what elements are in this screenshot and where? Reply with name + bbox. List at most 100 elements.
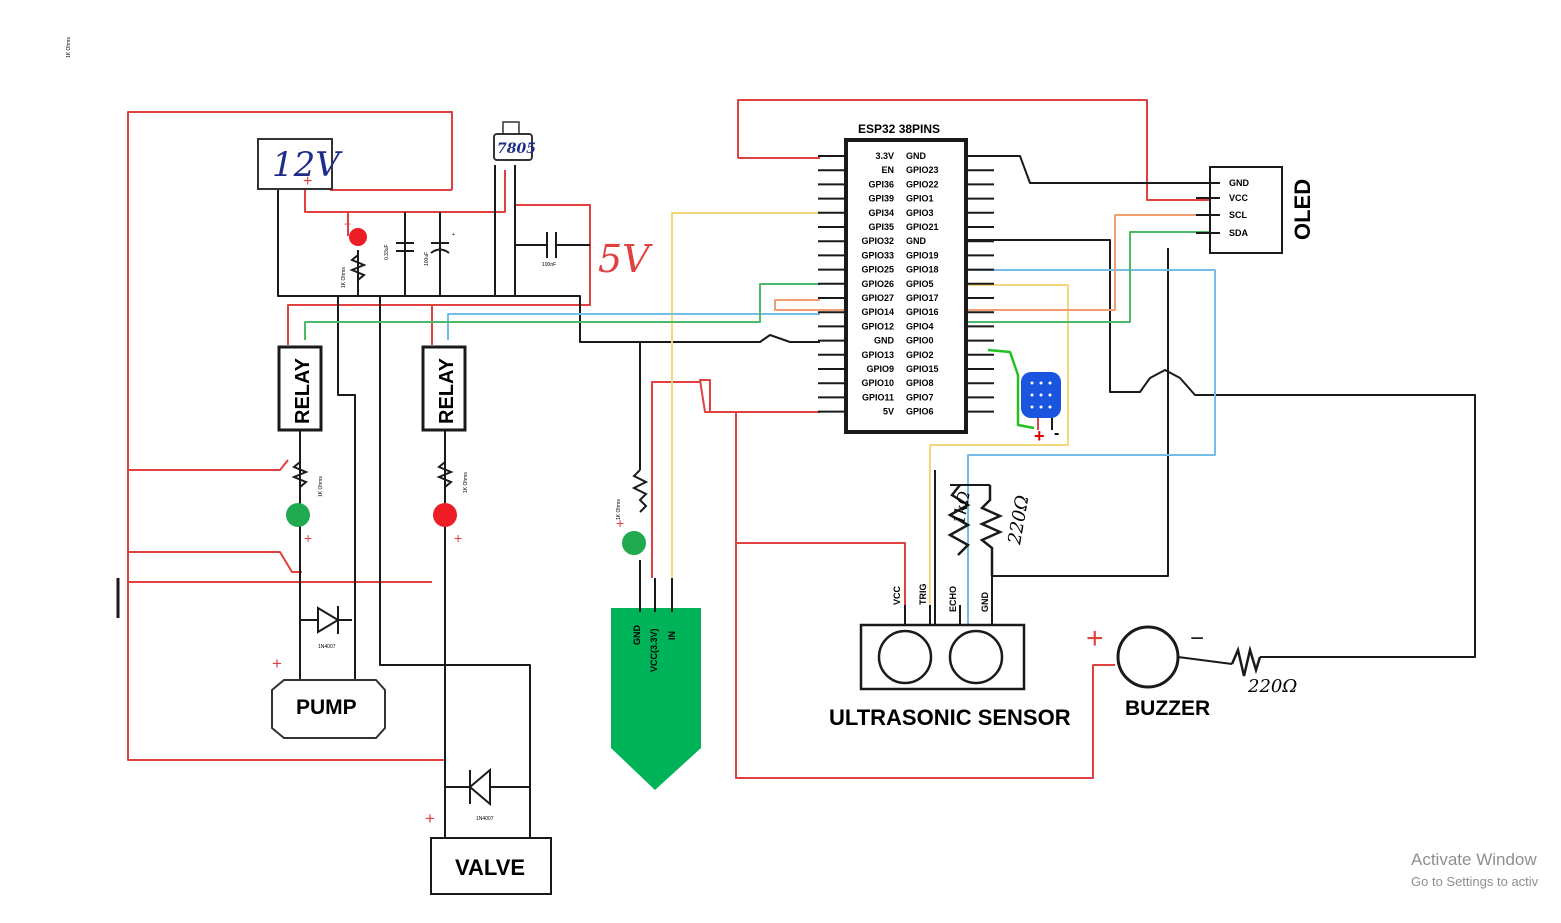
esp32-left-pin-label: GPIO9 [866, 364, 894, 374]
esp32-right-pin-label: GND [906, 236, 927, 246]
power-supply-12v: 12V + [257, 138, 343, 190]
oled-pin-label: SCL [1229, 210, 1248, 220]
esp32-right-pin-label: GPIO17 [906, 293, 939, 303]
ultrasonic-sensor: VCC TRIG ECHO GND ULTRASONIC SENSOR [829, 584, 1071, 731]
dht-minus: - [1054, 425, 1059, 442]
relay-2-red-led [433, 503, 457, 527]
soil-resistor [631, 469, 649, 513]
relay-2-resistor-label: 1K Ohms [463, 472, 469, 493]
svg-text:+: + [344, 217, 351, 231]
esp32-left-pin-label: GPIO27 [861, 293, 894, 303]
res-220-label: 220Ω [1004, 494, 1033, 547]
esp32-left-pin-label: GPIO12 [861, 321, 894, 331]
esp32-left-pin-label: GPIO13 [861, 350, 894, 360]
esp32-left-pin-label: GPIO33 [861, 250, 894, 260]
diode-pump [300, 606, 352, 634]
relay-1-green-led [286, 503, 310, 527]
pump: PUMP [271, 679, 386, 739]
dht-data-wire [987, 348, 1035, 430]
esp32-left-pin-label: GPIO26 [861, 279, 894, 289]
echo-divider: 1kΩ 220Ω [947, 484, 1033, 576]
svg-text:+: + [425, 809, 435, 828]
esp32-right-pin-label: GPIO4 [906, 321, 934, 331]
esp32-right-pin-label: GPIO6 [906, 407, 934, 417]
esp32-left-pin-label: GPI34 [868, 208, 894, 218]
pump-label: PUMP [296, 696, 357, 719]
supply-red-led [349, 228, 367, 246]
esp32-left-pin-label: EN [881, 165, 894, 175]
us-pin-trig: TRIG [918, 584, 928, 606]
cap1-label: 0.33uF [384, 244, 390, 260]
dht-plus: + [1034, 426, 1045, 446]
watermark-line2: Go to Settings to activ [1411, 874, 1539, 889]
oled-pin-label: SDA [1229, 228, 1249, 238]
black-wires [277, 155, 1476, 850]
esp32-right-pin-label: GPIO15 [906, 364, 939, 374]
relay-1-resistor [291, 461, 309, 488]
esp32-left-pin-label: GPIO25 [861, 265, 894, 275]
corner-label: 1K Ohms [66, 37, 72, 58]
relay-2: RELAY [421, 345, 467, 432]
esp32-title: ESP32 38PINS [858, 122, 940, 136]
oled-pin-label: VCC [1229, 193, 1249, 203]
us-transducer-right [948, 629, 1004, 685]
relay-2-label: RELAY [436, 357, 458, 424]
buzzer-plus: + [1086, 622, 1104, 655]
svg-text:+: + [304, 530, 312, 546]
supply-label: 12V [272, 145, 343, 185]
us-pin-vcc: VCC [892, 585, 902, 605]
us-pin-gnd: GND [980, 592, 990, 613]
esp32-right-pin-label: GPIO5 [906, 279, 934, 289]
wires [127, 99, 1476, 850]
buzzer-resistor [1230, 645, 1262, 677]
svg-text:+: + [272, 654, 282, 673]
diode-valve-label: 1N4007 [476, 816, 494, 822]
soil-pin-vcc: VCC(3.3V) [649, 628, 659, 672]
esp32-left-pin-label: 5V [883, 407, 894, 417]
buzzer-minus: − [1190, 625, 1204, 652]
esp32-right-pin-label: GPIO21 [906, 222, 939, 232]
watermark-line1: Activate Window [1411, 850, 1537, 869]
dht-sensor: + - [1021, 372, 1061, 446]
svg-text:+: + [452, 232, 455, 238]
esp32-left-pin-label: GPI35 [868, 222, 894, 232]
soil-pin-in: IN [667, 631, 677, 640]
esp32-right-pin-label: GPIO3 [906, 208, 934, 218]
valve-label: VALVE [455, 855, 525, 880]
esp32-left-pin-label: GPIO32 [861, 236, 894, 246]
us-pin-echo: ECHO [948, 586, 958, 612]
us-transducer-left [877, 629, 933, 685]
esp32-right-pin-label: GPIO0 [906, 336, 934, 346]
esp32-right-pin-label: GPIO23 [906, 165, 939, 175]
esp32-board: ESP32 38PINS 3.3V EN GPI36 GPI39 GPI34 GPI35 G… [818, 122, 994, 434]
output-5v-label: 5V [598, 237, 653, 281]
esp32-left-pin-label: GPIO10 [861, 378, 894, 388]
esp32-left-pin-label: GPI39 [868, 194, 894, 204]
esp32-right-pin-label: GPIO2 [906, 350, 934, 360]
relay-1-resistor-label: 1K Ohms [318, 476, 324, 497]
yellow-wires [671, 212, 1069, 625]
esp32-right-pin-label: GPIO19 [906, 250, 939, 260]
soil-pin-gnd: GND [632, 625, 642, 646]
svg-text:+: + [616, 515, 624, 531]
soil-moisture-sensor: GND VCC(3.3V) IN [611, 560, 701, 790]
valve: VALVE [430, 837, 552, 895]
soil-resistor-label: 1K Ohms [616, 499, 622, 520]
dht-grill [1030, 381, 1052, 409]
oled-pin-label: GND [1229, 178, 1250, 188]
buzzer-title: BUZZER [1125, 697, 1210, 720]
esp32-left-pin-label: GND [874, 336, 895, 346]
orange-wires [774, 214, 1210, 311]
esp32-right-pin-label: GND [906, 151, 927, 161]
esp32-right-pin-label: GPIO1 [906, 194, 934, 204]
oled-title: OLED [1290, 179, 1315, 240]
capacitors [396, 232, 590, 258]
soil-green-led [622, 531, 646, 555]
oled-display: GND VCC SCL SDA OLED [1196, 166, 1315, 254]
diode-pump-label: 1N4007 [318, 644, 336, 650]
supply-resistor [349, 254, 367, 281]
esp32-right-pin-label: GPIO22 [906, 179, 939, 189]
cap3-label: 100nF [542, 262, 556, 268]
esp32-left-pin-label: 3.3V [875, 151, 894, 161]
